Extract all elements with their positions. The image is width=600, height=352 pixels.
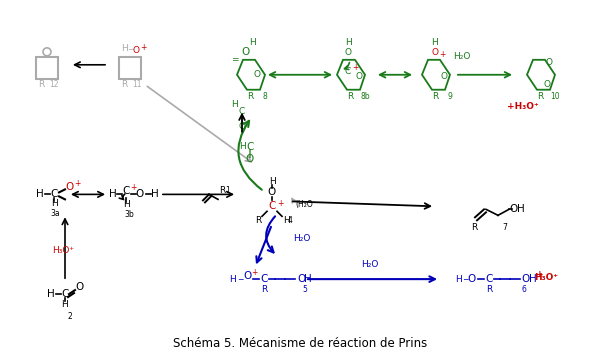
Text: H: H	[50, 199, 58, 208]
Text: +: +	[74, 179, 80, 188]
Text: H: H	[248, 38, 256, 48]
Text: +: +	[130, 183, 136, 192]
Text: H: H	[109, 189, 117, 199]
Text: C: C	[247, 142, 254, 152]
Text: ─: ─	[238, 275, 242, 284]
Text: 12: 12	[49, 80, 59, 89]
Text: 6: 6	[521, 284, 526, 294]
Text: +: +	[439, 50, 445, 59]
Text: C: C	[61, 289, 68, 299]
Text: C: C	[485, 274, 493, 284]
Text: O: O	[468, 274, 476, 284]
Text: 11: 11	[132, 80, 142, 89]
Text: O: O	[75, 282, 83, 292]
Text: H: H	[304, 274, 312, 284]
Text: R: R	[432, 92, 438, 101]
Text: H: H	[47, 289, 55, 299]
Text: ─: ─	[463, 275, 467, 284]
Text: H: H	[283, 216, 289, 225]
Text: C: C	[345, 67, 351, 76]
Text: R: R	[471, 223, 477, 232]
Text: R: R	[261, 284, 267, 294]
Text: +: +	[277, 199, 283, 208]
Text: H: H	[239, 142, 245, 151]
Text: R: R	[219, 186, 225, 195]
Text: 2: 2	[68, 312, 73, 321]
Text: H: H	[62, 300, 68, 309]
Text: H: H	[517, 205, 525, 214]
Text: +: +	[352, 63, 358, 72]
Text: O: O	[344, 48, 352, 57]
Text: =: =	[231, 55, 239, 64]
Text: O: O	[243, 271, 251, 281]
Text: O: O	[133, 46, 139, 55]
Text: R: R	[247, 92, 253, 101]
Text: H: H	[529, 274, 537, 284]
Text: O: O	[545, 58, 553, 67]
Text: O: O	[239, 122, 245, 131]
Text: H: H	[455, 275, 461, 284]
Text: R: R	[38, 80, 44, 89]
Text: H: H	[122, 200, 130, 209]
Text: 9: 9	[448, 92, 452, 101]
Text: 3b: 3b	[124, 210, 134, 219]
Text: H: H	[36, 189, 44, 199]
Text: H₃O⁺: H₃O⁺	[534, 272, 558, 282]
Text: ─: ─	[128, 44, 133, 54]
Text: O: O	[136, 189, 144, 199]
Text: R: R	[537, 92, 543, 101]
Text: O: O	[510, 205, 518, 214]
Text: R: R	[121, 80, 127, 89]
Text: R: R	[255, 216, 261, 225]
Text: H: H	[269, 177, 275, 186]
Text: +: +	[251, 268, 257, 277]
Text: ‖: ‖	[248, 149, 252, 158]
Text: 3a: 3a	[50, 209, 60, 218]
Text: R: R	[347, 92, 353, 101]
Text: H: H	[232, 100, 238, 109]
Text: +: +	[140, 43, 146, 52]
Text: C: C	[50, 189, 58, 199]
Text: 7: 7	[503, 223, 508, 232]
Text: R: R	[486, 284, 492, 294]
Text: 5: 5	[302, 284, 307, 294]
Text: 8b: 8b	[360, 92, 370, 101]
Text: 4: 4	[287, 216, 292, 225]
Text: C: C	[260, 274, 268, 284]
Text: O: O	[440, 72, 448, 81]
Text: (H₂O: (H₂O	[295, 200, 313, 209]
Text: H: H	[431, 38, 439, 48]
Text: H: H	[121, 44, 127, 54]
Text: H: H	[151, 189, 159, 199]
Text: C: C	[239, 107, 245, 116]
Text: H: H	[230, 275, 236, 284]
Text: O: O	[66, 182, 74, 193]
Text: H₃O⁺: H₃O⁺	[52, 246, 74, 255]
Bar	[119, 57, 141, 79]
Text: C: C	[268, 201, 275, 211]
Text: 1: 1	[226, 186, 230, 195]
Text: 8: 8	[263, 92, 268, 101]
Bar	[36, 57, 58, 79]
Text: O: O	[297, 274, 305, 284]
Text: +: +	[536, 270, 544, 279]
Text: H: H	[344, 38, 352, 48]
Text: H₂O: H₂O	[454, 52, 470, 61]
Text: Schéma 5. Mécanisme de réaction de Prins: Schéma 5. Mécanisme de réaction de Prins	[173, 338, 427, 350]
Text: O: O	[246, 155, 254, 164]
Text: +H₃O⁺: +H₃O⁺	[507, 102, 539, 111]
Text: O: O	[241, 47, 249, 57]
Text: O: O	[544, 80, 551, 89]
Text: 10: 10	[550, 92, 560, 101]
Text: H₂O: H₂O	[293, 234, 311, 243]
Text: ‖: ‖	[240, 115, 244, 124]
Text: H₂O: H₂O	[361, 260, 379, 269]
Text: O: O	[254, 70, 260, 79]
Text: C: C	[122, 187, 130, 196]
Text: O: O	[355, 72, 362, 81]
Text: O: O	[431, 48, 439, 57]
Text: O: O	[268, 187, 276, 197]
Text: O: O	[522, 274, 530, 284]
